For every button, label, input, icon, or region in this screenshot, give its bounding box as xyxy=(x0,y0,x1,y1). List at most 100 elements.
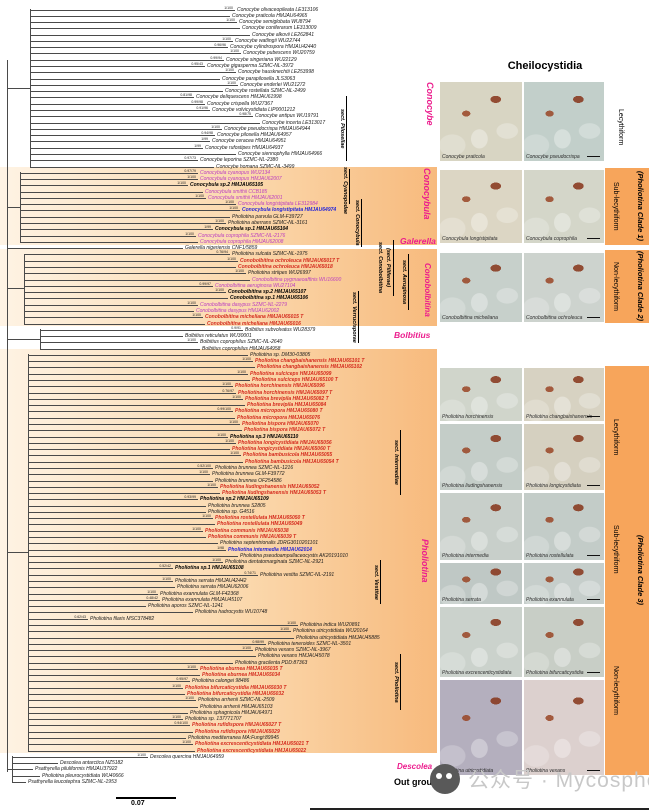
cheilocystidia-header: Cheilocystidia xyxy=(507,60,583,72)
taxon-label: Pholiotina rufidispora HMJAU65029 xyxy=(195,728,280,735)
branch-line xyxy=(30,147,203,149)
support-value: 1/100 xyxy=(187,338,196,343)
taxon-label: Pholiotina gracilenta PDD:87363 xyxy=(235,659,308,666)
taxon-label: Pholiotina indica WU20891 xyxy=(300,621,361,628)
taxon-label: Conocybe hausknechtii LE253998 xyxy=(238,69,314,76)
taxon-label: Pholiotina eburnea HMJAU65035 T xyxy=(200,665,283,672)
support-value: 0.76/97 xyxy=(222,388,234,393)
taxon-label: Pholiotina bambusicola HMJAU65055 xyxy=(243,452,333,459)
support-value: 0.94/98 xyxy=(201,131,213,136)
clade-strip xyxy=(605,366,649,775)
background-band xyxy=(0,349,437,754)
branch-line xyxy=(28,574,258,576)
taxon-label: Pholiotina serrata HMJAU62006 xyxy=(177,584,249,591)
taxon-label: Pholiotina communis HMJAU65038 xyxy=(205,527,289,534)
branch-line xyxy=(28,449,230,451)
branch-line xyxy=(28,731,193,733)
support-value: 0.48/42 xyxy=(146,595,158,600)
branch-line xyxy=(28,725,190,727)
branch-line xyxy=(28,486,218,488)
section-label: sect. Pholiotina xyxy=(393,661,399,703)
genus-label: Galerella xyxy=(400,236,436,246)
genus-label: Bolbitius xyxy=(394,330,431,340)
group-spine xyxy=(24,253,25,324)
taxon-label: Pholiotina aporos SZMC-NL-1241 xyxy=(148,603,224,610)
branch-line xyxy=(30,135,215,137)
branch-line xyxy=(20,223,226,225)
branch-line xyxy=(30,128,222,130)
support-value: 1/100 xyxy=(222,36,231,41)
taxon-label: Pholiotina bispora HMJAU65072 T xyxy=(244,427,326,434)
taxon-label: Pholiotina sp. DM30-03805 xyxy=(250,351,311,358)
branch-line xyxy=(28,461,243,463)
support-value: 1/100 xyxy=(177,181,186,186)
taxon-label: Conobolbitina micheliana HMJAU65015 T xyxy=(205,314,304,321)
support-value: 0.91/96 xyxy=(196,105,208,110)
support-value: 0.97/79 xyxy=(184,168,196,173)
branch-line xyxy=(24,310,194,312)
micrograph-scale-bar xyxy=(587,554,600,556)
support-value: 0.76/94 xyxy=(216,250,228,255)
cystidia-shape-label: Lecythiform xyxy=(617,108,624,146)
taxon-label: Conocybe crispella WU27367 xyxy=(207,100,273,107)
micrograph-scale-bar xyxy=(587,769,600,771)
micrograph-caption: Pholiotina excrescenticystidiata xyxy=(442,670,512,676)
taxon-label: Pholiotina sp.1 HMJAU65108 xyxy=(175,565,244,572)
branch-line xyxy=(28,386,233,388)
taxon-label: Conocybe rufostipes HMJAU64937 xyxy=(205,144,284,151)
section-rule xyxy=(400,654,401,710)
support-value: 1/99 xyxy=(194,143,201,148)
taxon-label: Pholiotina utricystidiata HMJAU45885 xyxy=(296,634,380,641)
section-rule xyxy=(380,560,381,604)
taxon-label: Pholiotina brunnea OF254586 xyxy=(215,477,282,484)
branch-line xyxy=(20,172,198,174)
support-value: 1/100 xyxy=(242,357,251,362)
taxon-label: Pholiotina sp. 137771707 xyxy=(185,716,242,723)
taxon-label: Conocybula sp.1 HMJAU65104 xyxy=(215,226,289,233)
support-value: 1/100 xyxy=(230,49,239,54)
branch-line xyxy=(12,763,58,765)
branch-line xyxy=(28,474,210,476)
support-value: 1/98 xyxy=(217,545,224,550)
clade-strip xyxy=(605,250,649,323)
taxon-label: Pholiotina arrhenii SZMC-NL-2509 xyxy=(198,697,275,704)
genus-label: Conobolbitina xyxy=(423,263,432,317)
support-value: 0.99/94 xyxy=(210,55,222,60)
taxon-label: Conocybe ceracea HMJAU64951 xyxy=(212,138,287,145)
support-value: 1/100 xyxy=(217,432,226,437)
taxon-label: Conobolbitina sp.2 HMJAU65107 xyxy=(228,289,307,296)
branch-line xyxy=(30,40,233,42)
group-spine xyxy=(20,172,21,243)
branch-line xyxy=(20,204,236,206)
branch-line xyxy=(28,681,190,683)
micrograph: Conocybe pseudocrispa xyxy=(524,82,604,161)
support-value: 1/99 xyxy=(201,137,208,142)
support-value: 1/100 xyxy=(225,438,234,443)
branch-line xyxy=(28,493,220,495)
taxon-label: Conocybe praticola HMJAU64965 xyxy=(232,12,308,19)
micrograph-scale-bar xyxy=(587,598,600,600)
support-value: 1/100 xyxy=(199,470,208,475)
taxon-label: Conocybe alkovii LE262841 xyxy=(252,31,314,38)
support-value: 1/100 xyxy=(187,300,196,305)
support-value: 1/100 xyxy=(172,715,181,720)
branch-line xyxy=(30,116,253,118)
branch-line xyxy=(28,417,235,419)
root-connector xyxy=(7,288,24,290)
branch-line xyxy=(28,599,160,601)
taxon-label: Pholiotina excrescenticystidiata HMJAU65… xyxy=(195,741,309,748)
taxon-label: Bolbitius coprophilus HMJAU64958 xyxy=(202,345,281,352)
branch-line xyxy=(30,22,237,24)
support-value: 0.52/42 xyxy=(159,564,171,569)
branch-line xyxy=(24,260,238,262)
support-value: 1/100 xyxy=(137,752,146,757)
taxon-label: Pholiotina exannulata HMJAU45107 xyxy=(162,596,243,603)
branch-line xyxy=(30,15,230,17)
branch-line xyxy=(28,593,158,595)
micrograph-scale-bar xyxy=(587,155,600,157)
root-connector xyxy=(7,87,30,89)
branch-line xyxy=(28,499,198,501)
scale-bar-label: 0.07 xyxy=(131,800,145,807)
clade-label: (Pholiotina Clade 2) xyxy=(636,251,645,322)
